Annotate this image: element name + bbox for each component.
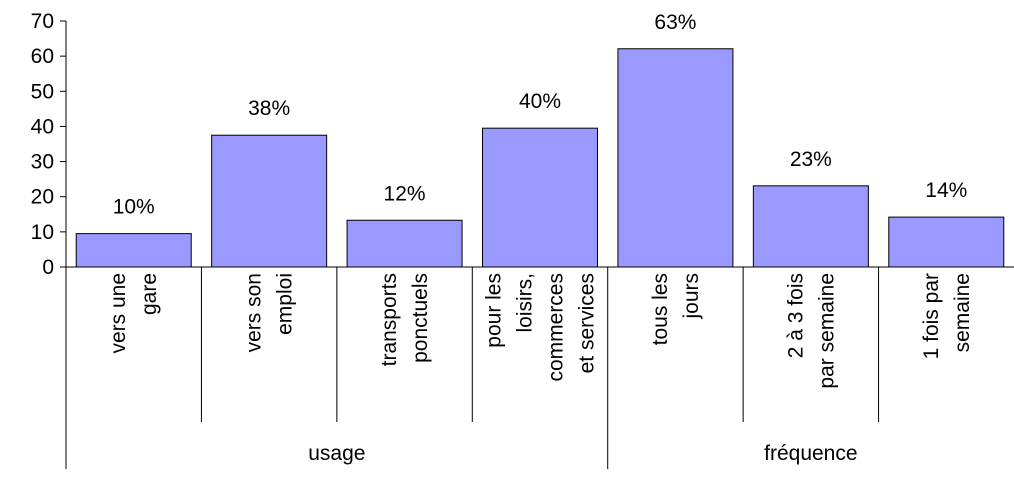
category-label: 1 fois par semaine (920, 273, 974, 359)
data-label: 38% (248, 97, 290, 120)
category-label-line: par semaine (815, 273, 838, 389)
category-label-line: vers son (243, 273, 266, 352)
category-label: vers une gare (107, 273, 161, 354)
y-tick-label: 60 (31, 45, 54, 68)
category-label-line: tous les (649, 273, 672, 345)
y-tick-label: 20 (31, 186, 54, 209)
category-label-line: transports (378, 273, 401, 366)
category-label: pour les loisirs, commerces et services (483, 273, 599, 382)
category-label-line: emploi (274, 273, 297, 335)
bar (618, 49, 733, 267)
y-tick-label: 10 (31, 221, 54, 244)
category-label: 2 à 3 fois par semaine (784, 273, 838, 389)
bar (212, 135, 327, 267)
data-label: 12% (384, 182, 426, 205)
category-label-line: 1 fois par (920, 273, 943, 359)
category-label-line: ponctuels (409, 273, 432, 363)
category-label-line: gare (138, 273, 161, 315)
data-label: 14% (925, 179, 967, 202)
group-label: fréquence (764, 442, 857, 465)
group-label: usage (308, 442, 365, 465)
category-label-line: semaine (951, 273, 974, 352)
category-label-line: commerces (545, 273, 568, 382)
y-tick-label: 50 (31, 80, 54, 103)
category-label-line: pour les (483, 273, 506, 348)
category-label-line: loisirs, (514, 273, 537, 333)
bar (76, 234, 191, 267)
data-label: 10% (113, 196, 155, 219)
category-label: tous les jours (649, 273, 703, 345)
bar (889, 217, 1004, 267)
bars (76, 49, 1004, 267)
data-label: 40% (519, 90, 561, 113)
category-labels: vers une gare vers son emploi transports ponc… (107, 273, 974, 389)
y-tick-label: 70 (31, 10, 54, 33)
y-tick-label: 30 (31, 151, 54, 174)
category-label-line: jours (680, 273, 703, 320)
bar (753, 186, 868, 267)
data-label: 23% (790, 148, 832, 171)
category-label-line: 2 à 3 fois (784, 273, 807, 358)
category-label: vers son emploi (243, 273, 297, 352)
bar (347, 220, 462, 267)
y-tick-label: 40 (31, 115, 54, 138)
group-labels: usage fréquence (308, 442, 857, 465)
category-label-line: et services (576, 273, 599, 373)
bar (483, 128, 598, 267)
data-label: 63% (654, 11, 696, 34)
y-tick-label: 0 (42, 256, 54, 279)
category-label-line: vers une (107, 273, 130, 354)
category-label: transports ponctuels (378, 273, 432, 366)
